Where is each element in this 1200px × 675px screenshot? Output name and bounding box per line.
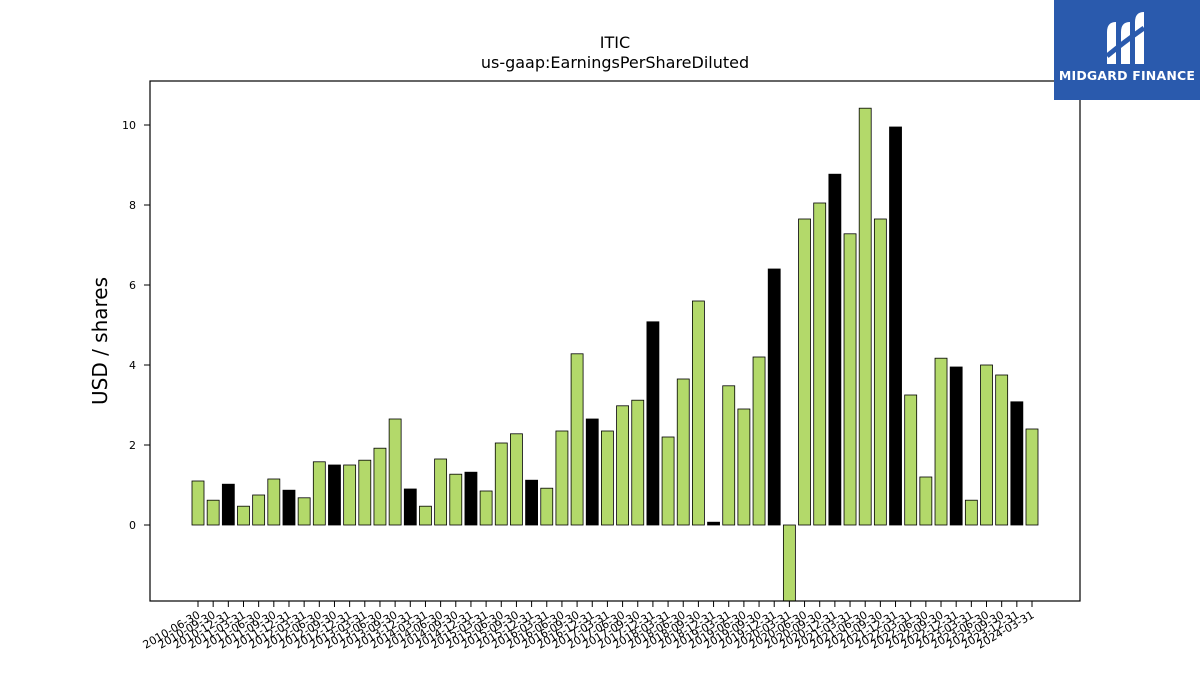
plot-area-frame [149,80,1081,602]
bar-2015-06-30 [494,442,508,526]
y-axis-label: USD / shares [88,277,112,405]
y-tick-label: 2 [129,439,136,452]
bar-2023-12-31 [1010,401,1024,526]
bar-2015-12-31 [525,479,538,526]
bar-2018-12-31 [707,521,720,526]
bar-2019-09-30 [752,356,766,526]
brand-logo: MIDGARD FINANCE [1054,0,1200,100]
bar-series [191,107,1039,602]
x-axis-ticks: 2010-06-302010-09-302010-12-312011-03-31… [141,601,1037,652]
bar-2019-03-31 [722,385,736,526]
bar-2010-09-30 [206,499,220,526]
bar-2022-12-31 [949,366,963,526]
y-tick-label: 8 [129,199,136,212]
bar-2020-06-30 [798,218,811,526]
bar-2013-12-31 [403,488,417,526]
bar-2013-09-30 [388,418,402,526]
bar-2022-06-30 [919,476,933,526]
bar-2017-03-31 [601,430,614,526]
bar-2011-06-30 [252,494,266,526]
y-tick-label: 0 [129,519,136,532]
bar-2015-03-31 [479,490,493,526]
bar-2011-12-31 [282,489,296,526]
bar-2018-03-31 [661,436,675,526]
y-tick-label: 6 [129,279,136,292]
bar-2023-03-31 [964,499,978,526]
bar-2016-06-30 [555,430,569,526]
midgard-logo-icon [1105,12,1146,64]
bar-2019-12-31 [767,268,781,526]
bar-2014-06-30 [434,458,448,526]
bar-2021-12-31 [889,126,902,526]
bar-2020-12-31 [828,173,842,526]
bar-2016-09-30 [570,353,584,526]
y-axis-ticks: 0 2 4 6 8 10 [122,119,150,532]
bar-2017-12-31 [646,321,660,526]
bar-2018-06-30 [676,378,690,526]
brand-name: MIDGARD FINANCE [1058,68,1196,83]
bar-2011-09-30 [267,478,281,526]
bar-2012-06-30 [312,461,326,526]
bar-2021-06-30 [858,107,872,526]
y-tick-label: 4 [129,359,136,372]
bar-2010-06-30 [191,480,205,526]
bar-2016-12-31 [585,418,599,526]
bar-2024-03-31 [1025,428,1039,526]
bar-2015-09-30 [510,433,523,526]
chart-title: ITIC [600,33,630,52]
bar-2021-03-31 [843,233,857,526]
chart-subtitle: us-gaap:EarningsPerShareDiluted [481,53,749,72]
bar-2020-09-30 [813,202,827,526]
bar-2023-09-30 [995,374,1009,526]
y-tick-label: 10 [122,119,136,132]
bar-2012-09-30 [328,464,341,526]
bar-2013-06-30 [373,447,387,526]
bar-2016-03-31 [540,487,554,526]
bar-2023-06-30 [980,364,993,526]
bar-2022-09-30 [934,357,948,526]
bar-2020-03-31 [782,524,796,602]
bar-2017-06-30 [616,405,629,526]
bar-2014-03-31 [419,505,432,526]
bar-2013-03-31 [358,459,372,526]
bar-2019-06-30 [737,408,751,526]
bar-2010-12-31 [221,483,235,526]
bar-2021-09-30 [873,218,887,526]
bar-2012-03-31 [297,497,311,526]
bar-2011-03-31 [237,505,250,526]
bar-2012-12-31 [343,464,357,526]
bar-2014-12-31 [464,471,478,526]
bar-2022-03-31 [904,394,918,526]
bar-2018-09-30 [692,300,705,526]
bar-2017-09-30 [631,399,645,526]
bar-2014-09-30 [449,473,463,526]
